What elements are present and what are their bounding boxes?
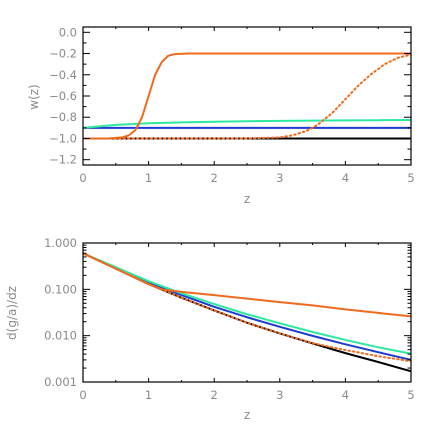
panel1-xtick-label: 1	[145, 171, 152, 185]
panel1-ytick-label: −1.0	[49, 131, 77, 145]
w-of-z-panel: z w(z) 0 1 2 3 4 5 0.0 −0.2 −0.4 −0.6 −0.8 −1.0 −1.2	[27, 25, 415, 206]
panel2-ytick-label: 0.100	[44, 282, 77, 296]
panel1-frame	[82, 26, 412, 166]
panel1-series-3	[83, 52, 411, 140]
panel1-xtick-label: 3	[276, 171, 283, 185]
panel1-ytick-label: −1.2	[49, 153, 77, 167]
panel1-xtick-label: 0	[79, 171, 86, 185]
panel2-ytick-label: 0.001	[44, 375, 77, 389]
panel2-ytick-label: 1.000	[44, 236, 77, 250]
panel2-xtick-label: 4	[342, 388, 349, 402]
panel1-ylabel: w(z)	[27, 84, 41, 109]
panel1-xtick-label: 4	[342, 171, 349, 185]
panel1-series-4	[83, 53, 411, 140]
panel2-series-1	[83, 252, 411, 361]
panel1-ytick-label: −0.2	[49, 47, 77, 61]
panel1-ytick-label: −0.4	[49, 68, 77, 82]
panel2-xlabel: z	[244, 408, 250, 422]
panel1-ytick-label: 0.0	[59, 25, 77, 39]
panel2-ytick-label: 0.010	[44, 329, 77, 343]
panel2-xtick-label: 5	[407, 388, 414, 402]
panel2-xtick-label: 3	[276, 388, 283, 402]
panel2-series-4	[83, 252, 411, 363]
panel1-xtick-label: 5	[407, 171, 414, 185]
dga-dz-panel: z d(g/a)/dz 0 1 2 3 4 5 1.000 0.100 0.010 0.001	[5, 236, 415, 422]
panel2-xtick-label: 1	[145, 388, 152, 402]
panel2-series-2	[83, 252, 411, 355]
panel2-xtick-label: 2	[211, 388, 218, 402]
panel2-ylabel: d(g/a)/dz	[5, 286, 19, 340]
panel1-series-2	[83, 118, 411, 129]
panel2-xtick-label: 0	[79, 388, 86, 402]
panel1-ytick-label: −0.6	[49, 89, 77, 103]
panel1-xlabel: z	[244, 192, 250, 206]
panel1-ytick-label: −0.8	[49, 110, 77, 124]
panel2-frame	[82, 242, 412, 383]
panel2-series-3	[83, 252, 411, 318]
panel1-xtick-label: 2	[211, 171, 218, 185]
